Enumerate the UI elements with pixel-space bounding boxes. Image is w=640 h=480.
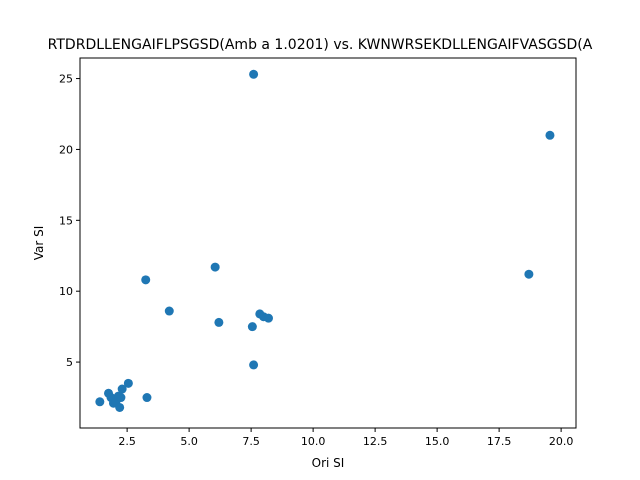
data-point — [210, 262, 220, 272]
x-tick-label: 15.0 — [425, 435, 450, 448]
x-tick-label: 17.5 — [487, 435, 512, 448]
y-tick-label: 20 — [59, 143, 73, 156]
data-point — [247, 322, 257, 332]
data-point — [117, 384, 127, 394]
y-tick-label: 15 — [59, 214, 73, 227]
x-tick-label: 2.5 — [118, 435, 136, 448]
x-tick-label: 10.0 — [301, 435, 326, 448]
plot-frame — [79, 57, 577, 429]
y-axis-ticks: 5 10 15 20 25 — [59, 73, 80, 369]
chart-title: RTDRDLLENGAIFLPSGSD(Amb a 1.0201) vs. KW… — [48, 37, 593, 53]
x-tick-label: 20.0 — [549, 435, 574, 448]
x-tick-label: 7.5 — [242, 435, 260, 448]
data-point — [249, 69, 259, 79]
data-point — [164, 306, 174, 316]
x-axis-ticks: 2.5 5.0 7.5 10.0 12.5 15.0 17.5 20.0 — [118, 428, 573, 448]
data-point — [115, 402, 125, 412]
data-point — [142, 393, 152, 403]
x-axis-label: Ori SI — [312, 456, 345, 470]
x-tick-label: 12.5 — [363, 435, 388, 448]
y-tick-label: 25 — [59, 73, 73, 86]
data-point — [141, 275, 151, 285]
data-point — [545, 130, 555, 140]
y-axis-label: Var SI — [32, 226, 46, 261]
y-tick-label: 10 — [59, 285, 73, 298]
data-points — [95, 69, 555, 412]
data-point — [214, 317, 224, 327]
data-point — [249, 360, 259, 370]
x-tick-label: 5.0 — [180, 435, 198, 448]
data-point — [123, 378, 133, 388]
data-point — [116, 393, 126, 403]
data-point — [263, 313, 273, 323]
y-tick-label: 5 — [66, 356, 73, 369]
data-point — [524, 269, 534, 279]
data-point — [95, 397, 105, 407]
